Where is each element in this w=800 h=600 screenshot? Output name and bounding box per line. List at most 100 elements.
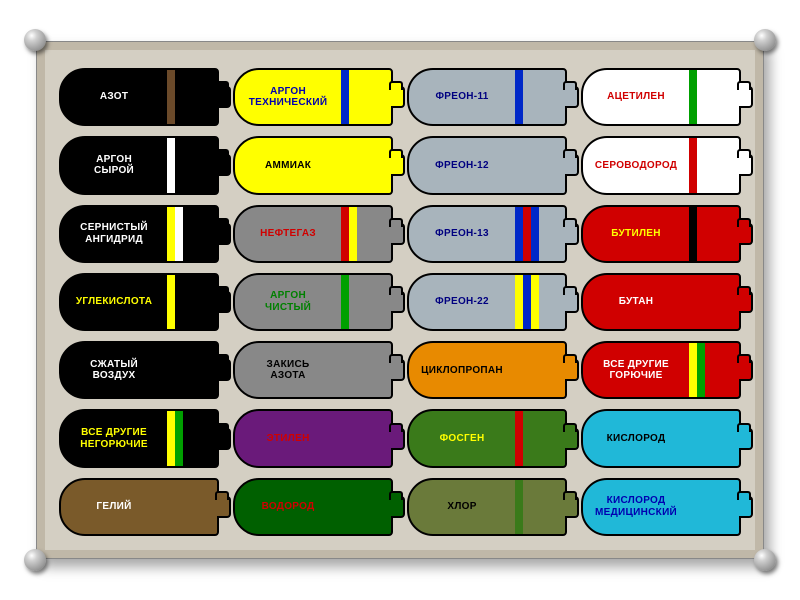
stripe [515,480,523,534]
cylinder-neck [203,411,217,465]
cylinder-valve [565,154,579,176]
cylinder-valve [391,223,405,245]
stripe [515,207,523,261]
gas-cylinder: АРГОН ТЕХНИЧЕСКИЙ [233,68,393,126]
gas-cylinder: БУТИЛЕН [581,205,741,263]
stripe [341,275,349,329]
cylinder-label: АРГОН ЧИСТЫЙ [235,290,341,313]
stripe [515,275,523,329]
cylinder-stripes [167,480,203,534]
cylinder-valve [739,223,753,245]
cylinder-neck [551,343,565,397]
cylinder-label: УГЛЕКИСЛОТА [61,296,167,308]
cylinder-stripes [689,207,725,261]
cylinder-valve [739,359,753,381]
cylinder-label: СЕРОВОДОРОД [583,160,689,172]
stripe [697,343,705,397]
cylinder-stripes [341,480,377,534]
cylinder-valve [217,428,231,450]
stripe [167,275,175,329]
board-surface: АЗОТ АРГОН ТЕХНИЧЕСКИЙ ФРЕОН-11АЦЕТИЛЕН АРГ… [36,41,764,559]
stripe [689,70,697,124]
gas-cylinder: ФРЕОН-12 [407,136,567,194]
stripe [167,70,175,124]
gas-cylinder: СЕРОВОДОРОД [581,136,741,194]
gas-cylinder: КИСЛОРОД МЕДИЦИНСКИЙ [581,478,741,536]
cylinder-stripes [167,343,203,397]
gas-cylinder: СЖАТЫЙ ВОЗДУХ [59,341,219,399]
cylinder-label: ФОСГЕН [409,433,515,445]
cylinder-grid: АЗОТ АРГОН ТЕХНИЧЕСКИЙ ФРЕОН-11АЦЕТИЛЕН АРГ… [59,68,741,536]
cylinder-valve [565,291,579,313]
cylinder-stripes [689,480,725,534]
cylinder-valve [391,154,405,176]
pinboard: АЗОТ АРГОН ТЕХНИЧЕСКИЙ ФРЕОН-11АЦЕТИЛЕН АРГ… [30,35,770,565]
cylinder-label: АЗОТ [61,91,167,103]
cylinder-neck [551,275,565,329]
cylinder-stripes [515,138,551,192]
cylinder-label: СЕРНИСТЫЙ АНГИДРИД [61,222,167,245]
gas-cylinder: ФРЕОН-11 [407,68,567,126]
cylinder-valve [739,428,753,450]
stripe [175,207,183,261]
cylinder-label: ЗАКИСЬ АЗОТА [235,359,341,382]
cylinder-valve [217,291,231,313]
cylinder-stripes [167,70,203,124]
stripe [167,411,175,465]
cylinder-neck [551,207,565,261]
cylinder-label: ВОДОРОД [235,501,341,513]
cylinder-stripes [341,411,377,465]
cylinder-label: АРГОН СЫРОЙ [61,154,167,177]
cylinder-neck [377,411,391,465]
cylinder-stripes [515,411,551,465]
cylinder-neck [725,411,739,465]
cylinder-stripes [689,138,725,192]
gas-cylinder: ВСЕ ДРУГИЕ НЕГОРЮЧИЕ [59,409,219,467]
cylinder-neck [203,70,217,124]
cylinder-neck [725,275,739,329]
cylinder-neck [377,207,391,261]
gas-cylinder: АЦЕТИЛЕН [581,68,741,126]
cylinder-neck [377,480,391,534]
cylinder-label: НЕФТЕГАЗ [235,228,341,240]
cylinder-neck [551,411,565,465]
cylinder-stripes [689,411,725,465]
cylinder-valve [391,86,405,108]
cylinder-neck [725,207,739,261]
cylinder-neck [203,343,217,397]
pushpin-icon [24,29,46,51]
gas-cylinder: БУТАН [581,273,741,331]
gas-cylinder: ФОСГЕН [407,409,567,467]
cylinder-label: ВСЕ ДРУГИЕ НЕГОРЮЧИЕ [61,427,167,450]
cylinder-label: ХЛОР [409,501,515,513]
cylinder-valve [217,496,231,518]
gas-cylinder: УГЛЕКИСЛОТА [59,273,219,331]
gas-cylinder: ВОДОРОД [233,478,393,536]
cylinder-valve [739,496,753,518]
stripe [689,207,697,261]
cylinder-neck [551,138,565,192]
stripe [341,70,349,124]
gas-cylinder: ГЕЛИЙ [59,478,219,536]
cylinder-label: АММИАК [235,160,341,172]
cylinder-label: БУТИЛЕН [583,228,689,240]
cylinder-neck [377,138,391,192]
cylinder-valve [565,428,579,450]
cylinder-stripes [515,207,551,261]
cylinder-label: ФРЕОН-12 [409,160,515,172]
cylinder-label: ФРЕОН-22 [409,296,515,308]
cylinder-neck [725,70,739,124]
gas-cylinder: КИСЛОРОД [581,409,741,467]
gas-cylinder: ЭТИЛЕН [233,409,393,467]
cylinder-valve [391,359,405,381]
cylinder-stripes [167,138,203,192]
cylinder-label: КИСЛОРОД МЕДИЦИНСКИЙ [583,495,689,518]
cylinder-label: БУТАН [583,296,689,308]
cylinder-valve [391,291,405,313]
cylinder-label: АРГОН ТЕХНИЧЕСКИЙ [235,86,341,109]
cylinder-valve [217,359,231,381]
cylinder-label: ВСЕ ДРУГИЕ ГОРЮЧИЕ [583,359,689,382]
gas-cylinder: АРГОН СЫРОЙ [59,136,219,194]
cylinder-stripes [167,207,203,261]
cylinder-valve [565,86,579,108]
